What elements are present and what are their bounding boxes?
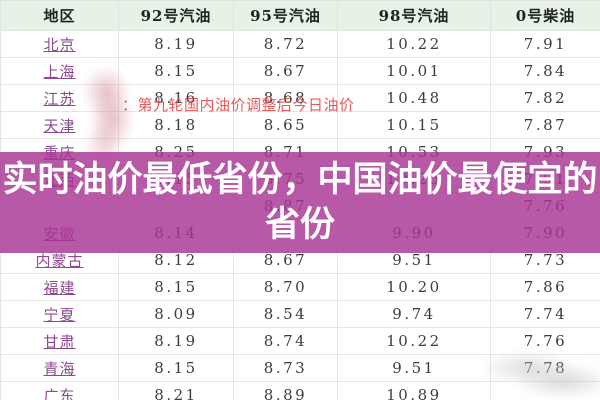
region-link[interactable]: 江苏	[43, 89, 76, 108]
region-link[interactable]: 上海	[43, 62, 76, 81]
price-cell-v92: 8.18	[118, 111, 234, 139]
price-cell-v0: 7.78	[490, 354, 600, 382]
price-cell-v0: 7.76	[490, 327, 600, 355]
column-header-diesel0: 0号柴油	[490, 0, 600, 31]
region-cell: 福建	[0, 273, 119, 301]
column-header-98: 98号汽油	[337, 0, 491, 31]
region-cell: 天津	[0, 111, 119, 139]
price-cell-v95: 8.72	[233, 30, 338, 58]
price-cell-v95: 8.65	[233, 111, 338, 139]
region-link[interactable]: 天津	[43, 116, 76, 135]
price-cell-v92: 8.19	[118, 327, 234, 355]
region-link[interactable]: 宁夏	[43, 305, 76, 324]
table-row: 宁夏 8.09 8.54 9.74 7.74	[0, 300, 600, 328]
price-cell-v95: 8.67	[233, 57, 338, 85]
price-cell-v0: 7.82	[490, 84, 600, 112]
price-cell-v98: 9.51	[337, 354, 491, 382]
region-cell: 青海	[0, 354, 119, 382]
table-row: 青海 8.15 8.73 9.51 7.78	[0, 354, 600, 382]
table-row: 广东 8.21 8.89 10.89	[0, 381, 600, 400]
region-cell: 北京	[0, 30, 119, 58]
region-cell: 广东	[0, 381, 119, 400]
price-cell-v98: 10.15	[337, 111, 491, 139]
price-cell-v98: 9.74	[337, 300, 491, 328]
region-cell: 甘肃	[0, 327, 119, 355]
price-cell-v0	[490, 381, 600, 400]
price-cell-v98: 10.22	[337, 327, 491, 355]
table-row: 天津 8.18 8.65 10.15 7.87	[0, 111, 600, 139]
price-cell-v98: 10.22	[337, 30, 491, 58]
price-cell-v0: 7.84	[490, 57, 600, 85]
price-cell-v0: 7.87	[490, 111, 600, 139]
table-row: 福建 8.15 8.70 10.20 7.86	[0, 273, 600, 301]
table-row: 甘肃 8.19 8.74 10.22 7.76	[0, 327, 600, 355]
price-cell-v0: 7.74	[490, 300, 600, 328]
price-cell-v92: 8.19	[118, 30, 234, 58]
price-cell-v0: 7.91	[490, 30, 600, 58]
region-link[interactable]: 福建	[43, 278, 76, 297]
region-cell: 上海	[0, 57, 119, 85]
table-row: 北京 8.19 8.72 10.22 7.91	[0, 30, 600, 58]
region-link[interactable]: 广东	[43, 386, 76, 400]
price-cell-v95: 8.70	[233, 273, 338, 301]
price-cell-v95: 8.74	[233, 327, 338, 355]
price-cell-v98: 10.48	[337, 84, 491, 112]
price-cell-v92: 8.15	[118, 354, 234, 382]
promo-overlay: 实时油价最低省份，中国油价最便宜的省份	[0, 152, 600, 253]
price-cell-v95: 8.54	[233, 300, 338, 328]
watermark-text: ：第九轮国内油价调整后今日油价	[122, 96, 355, 114]
price-cell-v95: 8.89	[233, 381, 338, 400]
price-cell-v92: 8.09	[118, 300, 234, 328]
table-header-row: 地区 92号汽油 95号汽油 98号汽油 0号柴油	[0, 0, 600, 31]
column-header-95: 95号汽油	[233, 0, 338, 31]
price-cell-v98: 10.89	[337, 381, 491, 400]
price-cell-v0: 7.86	[490, 273, 600, 301]
price-cell-v95: 8.73	[233, 354, 338, 382]
table-row: 江苏 8.16 8.68 10.48 7.82	[0, 84, 600, 112]
price-cell-v92: 8.15	[118, 57, 234, 85]
region-cell: 江苏	[0, 84, 119, 112]
column-header-region: 地区	[0, 0, 119, 31]
overlay-title: 实时油价最低省份，中国油价最便宜的省份	[2, 159, 598, 245]
region-cell: 宁夏	[0, 300, 119, 328]
column-header-92: 92号汽油	[118, 0, 234, 31]
price-cell-v98: 10.01	[337, 57, 491, 85]
price-cell-v95: 8.68	[233, 84, 338, 112]
price-cell-v92: 8.15	[118, 273, 234, 301]
price-cell-v92: 8.21	[118, 381, 234, 400]
table-row: 上海 8.15 8.67 10.01 7.84	[0, 57, 600, 85]
region-link[interactable]: 内蒙古	[35, 251, 84, 270]
region-link[interactable]: 甘肃	[43, 332, 76, 351]
price-cell-v98: 10.20	[337, 273, 491, 301]
region-link[interactable]: 青海	[43, 359, 76, 378]
region-link[interactable]: 北京	[43, 35, 76, 54]
